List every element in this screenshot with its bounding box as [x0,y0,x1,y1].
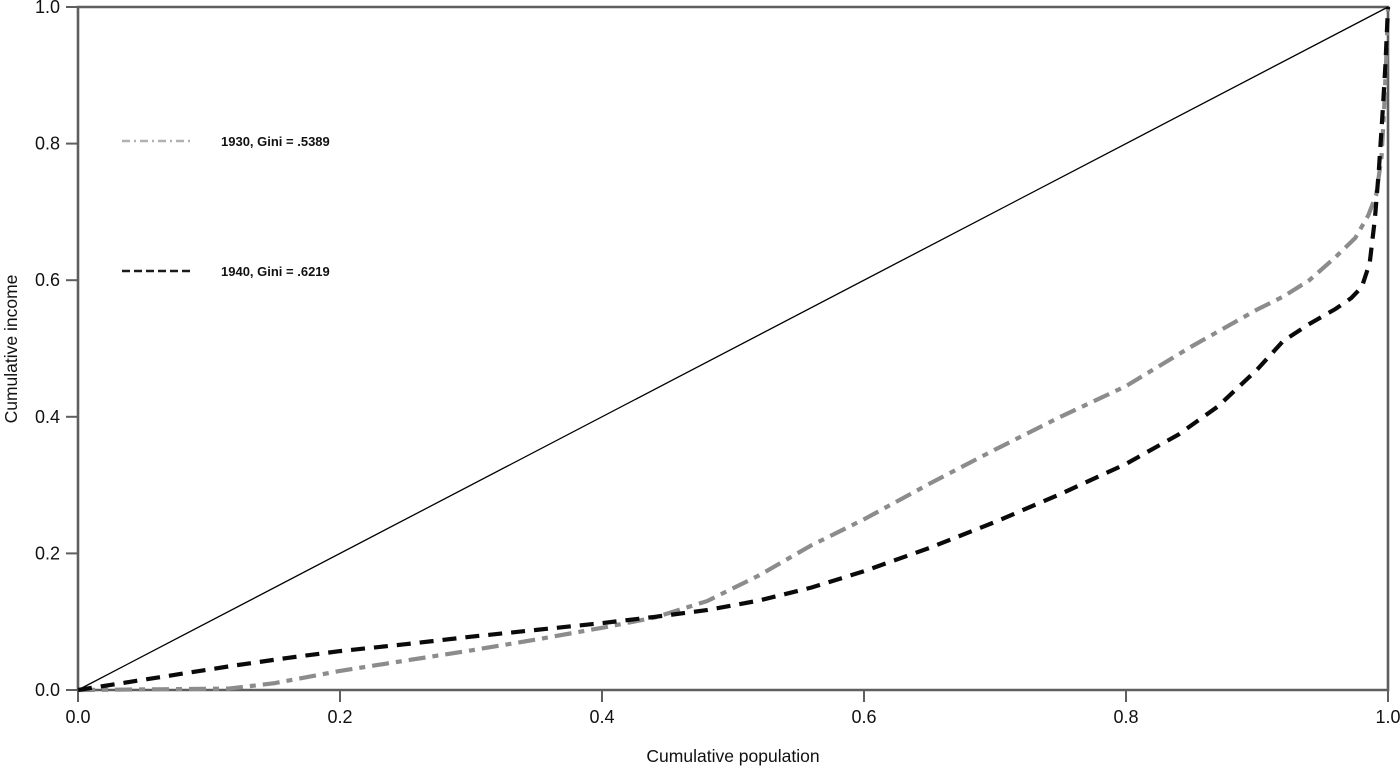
x-tick-label: 0.8 [1113,707,1138,727]
legend-line-samples [122,139,192,273]
data-series [77,6,1391,693]
y-tick-label: 1.0 [35,0,60,17]
y-tick-label: 0.6 [35,270,60,290]
legend-label-1940: 1940, Gini = .6219 [221,264,330,279]
y-tick-label: 0.4 [35,407,60,427]
y-axis-title: Cumulative income [1,275,21,424]
x-tick-label: 0.2 [327,707,352,727]
x-tick-label: 0.6 [851,707,876,727]
legend-label-1930: 1930, Gini = .5389 [221,134,330,149]
x-tick-label: 0.0 [65,707,90,727]
line-of-equality [77,6,1389,691]
y-tick-label: 0.0 [35,680,60,700]
lorenz-1930-curve [77,6,1391,693]
lorenz-1940-curve [77,6,1391,693]
x-tick-label: 0.4 [589,707,614,727]
y-axis-ticks: 0.0 0.2 0.4 0.6 0.8 1.0 [35,0,78,700]
y-tick-label: 0.2 [35,543,60,563]
x-axis-title: Cumulative population [646,746,819,766]
x-axis-ticks: 0.0 0.2 0.4 0.6 0.8 1.0 [65,690,1400,727]
x-tick-label: 1.0 [1375,707,1400,727]
y-tick-label: 0.8 [35,134,60,154]
